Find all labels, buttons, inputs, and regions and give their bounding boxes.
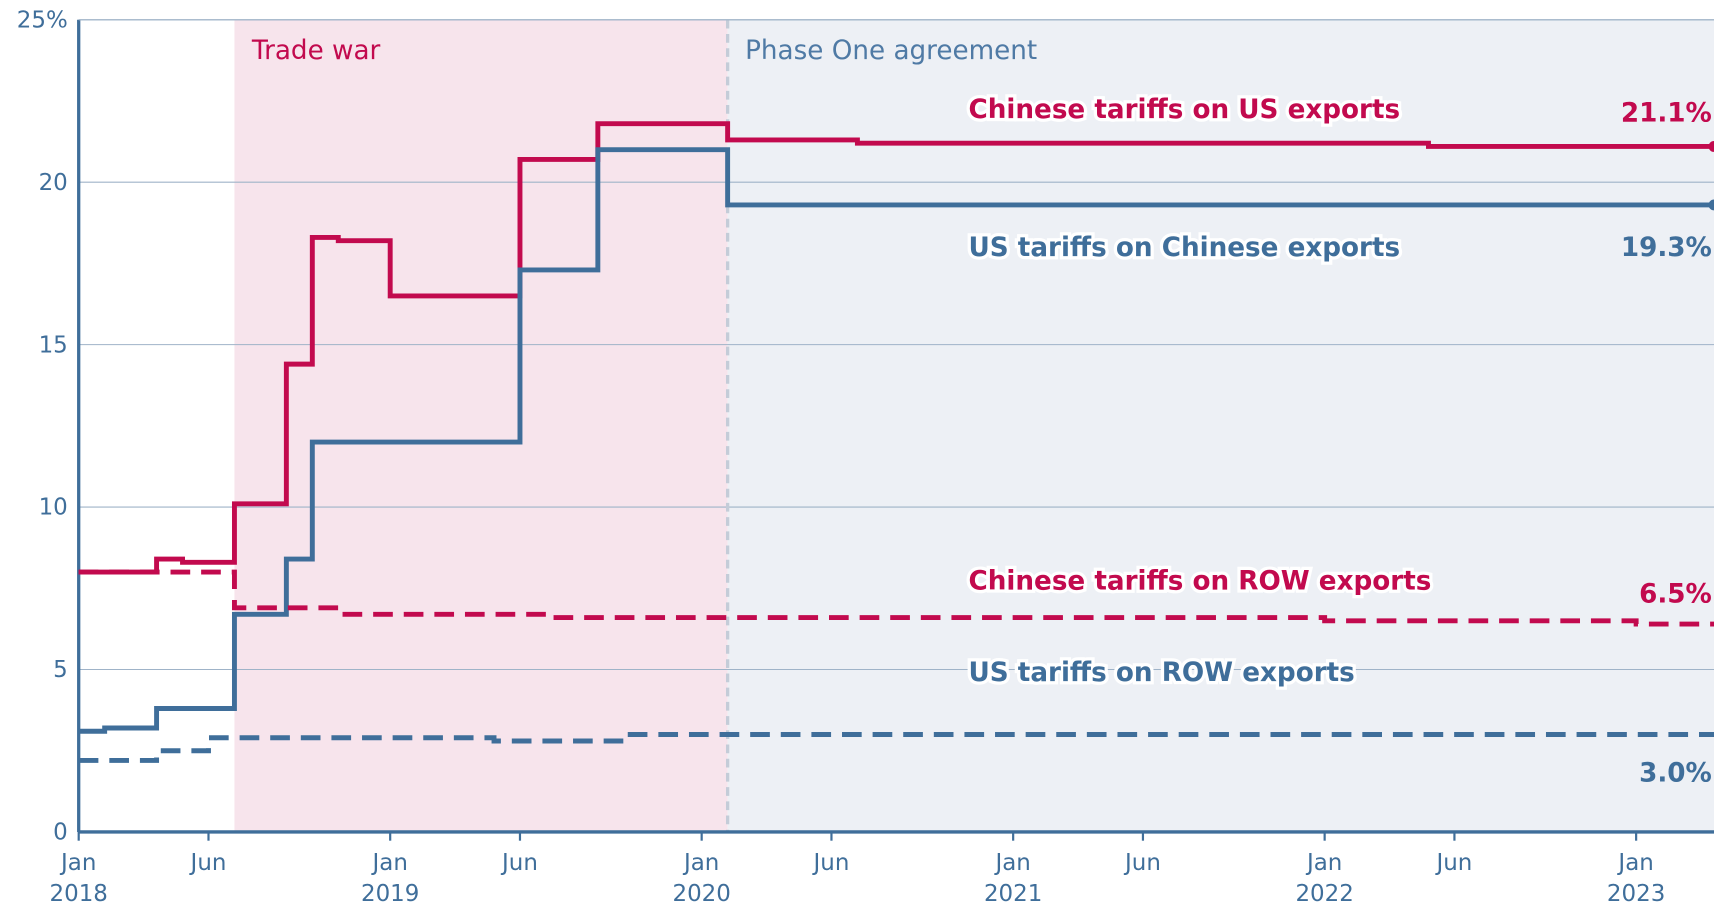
x-tick-year: 2018 xyxy=(50,881,108,902)
end-label: 19.3% xyxy=(1621,233,1712,263)
series-label: Chinese tariffs on ROW exports xyxy=(968,566,1431,596)
x-tick-label: Jan xyxy=(59,850,96,876)
y-tick-label: 10 xyxy=(39,495,68,521)
x-tick-year: 2020 xyxy=(672,881,730,902)
x-tick-label: Jun xyxy=(1123,850,1161,876)
x-tick-year: 2019 xyxy=(361,881,419,902)
x-tick-label: Jan xyxy=(1305,850,1342,876)
x-tick-label: Jun xyxy=(189,850,227,876)
y-tick-label: 20 xyxy=(39,170,68,196)
x-tick-label: Jun xyxy=(812,850,850,876)
end-dot xyxy=(1708,141,1714,152)
period-label: Phase One agreement xyxy=(745,36,1037,66)
end-label: 3.0% xyxy=(1639,759,1712,789)
series-label: US tariffs on ROW exports xyxy=(968,658,1354,688)
x-tick-year: 2021 xyxy=(984,881,1042,902)
x-tick-label: Jan xyxy=(371,850,408,876)
y-tick-label: 5 xyxy=(53,657,68,683)
series-label: Chinese tariffs on US exports xyxy=(968,95,1400,125)
x-tick-year: 2022 xyxy=(1295,881,1353,902)
end-label: 21.1% xyxy=(1621,98,1712,128)
period-band xyxy=(234,19,728,832)
end-label: 6.5% xyxy=(1639,579,1712,609)
y-tick-label: 25% xyxy=(17,7,68,33)
x-tick-label: Jun xyxy=(500,850,538,876)
series-line xyxy=(78,121,1714,575)
y-tick-label: 0 xyxy=(53,820,68,846)
series-label: US tariffs on Chinese exports xyxy=(968,233,1400,263)
x-tick-label: Jan xyxy=(682,850,719,876)
x-tick-label: Jan xyxy=(1616,850,1653,876)
end-dot xyxy=(1708,199,1714,211)
x-tick-label: Jun xyxy=(1435,850,1473,876)
series-line xyxy=(78,147,1714,734)
y-tick-label: 15 xyxy=(39,332,68,358)
period-label: Trade war xyxy=(251,36,381,66)
period-band xyxy=(727,19,1714,832)
x-tick-year: 2023 xyxy=(1607,881,1665,902)
x-tick-label: Jan xyxy=(993,850,1030,876)
series-line xyxy=(78,569,1714,627)
